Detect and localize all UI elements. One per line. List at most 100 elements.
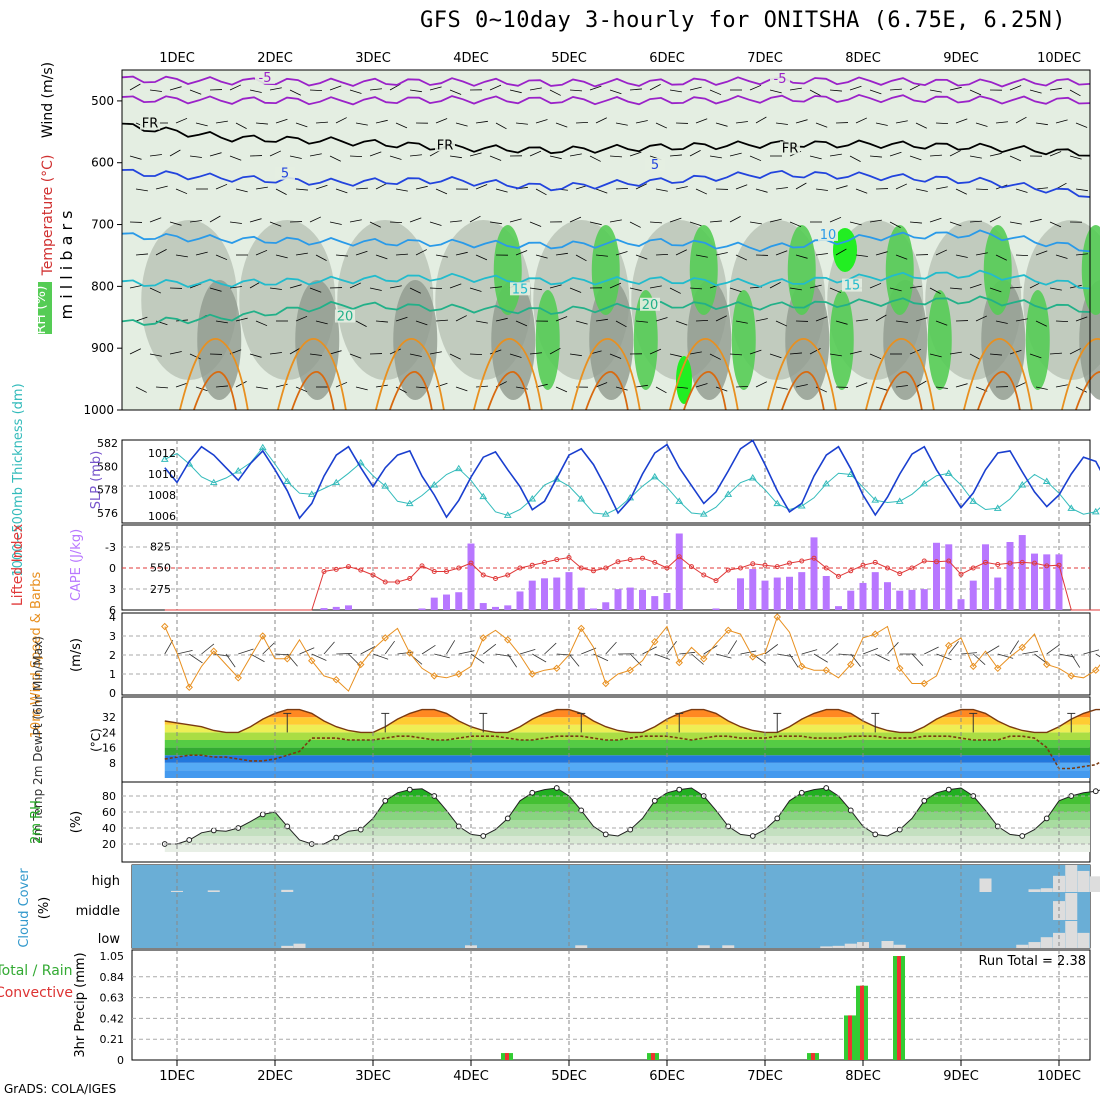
- wind-barb: [455, 315, 467, 322]
- wind-barb: [895, 385, 908, 388]
- wind-barb: [515, 386, 528, 390]
- wind-speed-point: [357, 660, 365, 669]
- cape-bar: [577, 587, 585, 610]
- wind10m-barb: [850, 653, 861, 667]
- isotherm-30: [977, 371, 1021, 411]
- wind-barb: [409, 89, 422, 93]
- cloud-bar: [207, 890, 220, 892]
- wind-barb: [1015, 254, 1029, 257]
- wind-barb: [475, 184, 488, 190]
- p-tick-label: 800: [91, 279, 114, 293]
- thickness-point: [430, 481, 439, 488]
- wind10m-barb: [1095, 653, 1100, 658]
- cape-bar: [1031, 553, 1038, 610]
- precip-conv-bar: [860, 985, 864, 1060]
- wind-barb: [489, 155, 502, 161]
- wind-barb: [809, 155, 822, 160]
- lifted-index-point: [664, 565, 670, 571]
- wind-barb: [1049, 151, 1062, 157]
- wind-barb: [735, 121, 748, 124]
- cape-bar: [798, 572, 806, 610]
- lifted-index-point: [517, 565, 523, 571]
- wind-barb: [455, 251, 468, 256]
- wind-barb: [549, 155, 562, 160]
- side-label-temperature: Temperature (°C): [40, 155, 56, 277]
- wind-barb: [155, 386, 168, 389]
- rh-point: [504, 815, 511, 822]
- li-tick-label: 0: [109, 562, 116, 575]
- wind-barb: [729, 216, 741, 223]
- wind-barb: [175, 382, 188, 388]
- lifted-index-point: [725, 567, 731, 573]
- wind-barb: [895, 320, 908, 323]
- wind-speed-point: [283, 655, 291, 663]
- wind-barb: [449, 89, 462, 95]
- wind-barb: [929, 353, 942, 358]
- wind-barb: [849, 85, 862, 91]
- wind-barb: [855, 254, 868, 257]
- thickness-point: [332, 478, 341, 486]
- wind10m-barb: [336, 653, 353, 655]
- wind-barb: [909, 84, 921, 91]
- day-tick-label: 8DEC: [845, 1069, 881, 1084]
- wind-speed-point: [381, 634, 389, 642]
- wind-barb: [669, 353, 682, 358]
- cape-bar: [492, 606, 499, 610]
- wind10m-barb: [948, 641, 959, 655]
- wind-barb: [915, 122, 927, 129]
- thickness-point: [1018, 481, 1027, 488]
- wind-speed-point: [479, 634, 487, 642]
- lifted-index-point: [811, 555, 817, 561]
- rh-band: [122, 780, 1090, 788]
- wind-barb: [315, 121, 328, 124]
- wind-barb: [329, 155, 341, 162]
- wind10m-barb: [997, 653, 1014, 659]
- wind-barb: [429, 86, 442, 91]
- rh-green-area: [787, 225, 816, 315]
- wind-barb: [529, 150, 542, 157]
- wind-barb: [655, 386, 667, 394]
- cape-bar: [1055, 554, 1063, 610]
- precip-frame: [131, 949, 1091, 1061]
- wind-barb: [609, 155, 622, 158]
- thickness-tick-label: 578: [97, 484, 118, 497]
- precip-conv-bar: [651, 1053, 655, 1060]
- wind-barb: [709, 89, 722, 96]
- lifted-index-point: [836, 573, 841, 579]
- chart-title: GFS 0~10day 3-hourly for ONITSHA (6.75E,…: [420, 8, 1067, 33]
- wind-speed-point: [161, 622, 169, 631]
- thickness-point: [381, 482, 390, 489]
- wind-barb: [289, 347, 301, 355]
- wind-barb: [649, 84, 661, 91]
- wind-barb: [395, 188, 408, 192]
- wind-barb: [729, 353, 742, 356]
- lifted-index-point: [566, 555, 572, 560]
- wind-speed-point: [1067, 672, 1075, 680]
- wind-barb: [775, 386, 788, 390]
- wind-barb: [869, 282, 882, 289]
- wind-barb: [829, 353, 842, 357]
- wind-barb: [795, 182, 807, 190]
- wind-barb: [349, 219, 362, 223]
- thickness-point: [552, 475, 561, 482]
- wind-barb: [535, 254, 548, 259]
- side-label-rh: RH (%): [33, 286, 49, 335]
- wind-barb: [1035, 250, 1048, 256]
- wind-barb: [135, 253, 148, 256]
- wind-barb: [815, 316, 828, 322]
- wind-barb: [429, 287, 443, 290]
- wind-barb: [1035, 122, 1048, 126]
- wind-barb: [589, 221, 602, 226]
- contour-label: 5: [281, 167, 289, 182]
- wind-barb: [529, 221, 542, 227]
- rh-point: [1043, 815, 1050, 822]
- wind-speed-point: [185, 683, 193, 692]
- cloud-bar: [1077, 932, 1090, 948]
- wind-barb: [675, 186, 688, 190]
- wind-barb: [915, 188, 928, 192]
- rh-point: [921, 797, 928, 804]
- wind-barb: [329, 221, 342, 225]
- contour-label-bg: [645, 158, 665, 172]
- wind10m-barb: [164, 639, 174, 655]
- wind10m-barb: [384, 640, 395, 655]
